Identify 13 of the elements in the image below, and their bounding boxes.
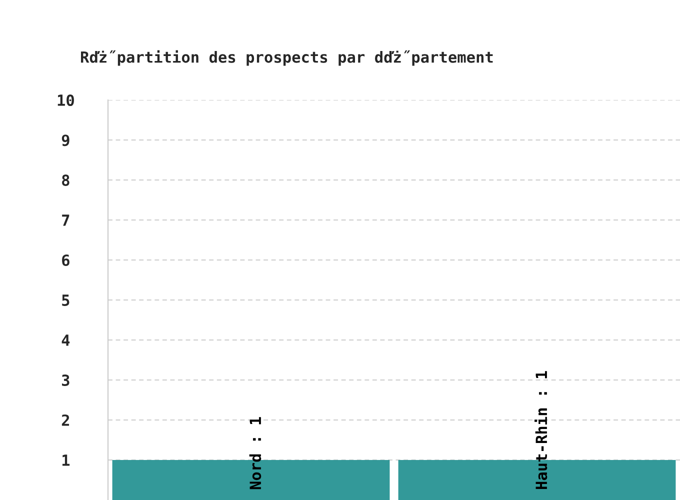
y-tick-label: 3 — [62, 374, 70, 386]
y-tick-label: 5 — [62, 294, 70, 306]
y-tick-label: 7 — [62, 214, 70, 226]
data-label: Nord : 1 — [249, 417, 262, 490]
chart-title: Rďż˝partition des prospects par dďż˝partement — [80, 50, 493, 66]
y-tick-label: 10 — [58, 94, 74, 106]
y-tick-label: 9 — [62, 134, 70, 146]
y-tick-label: 6 — [62, 254, 70, 266]
y-tick-label: 4 — [62, 334, 70, 346]
y-tick-label: 8 — [62, 174, 70, 186]
y-tick-label: 2 — [62, 414, 70, 426]
y-tick-label: 1 — [62, 454, 70, 466]
data-label: Haut-Rhin : 1 — [534, 371, 548, 489]
